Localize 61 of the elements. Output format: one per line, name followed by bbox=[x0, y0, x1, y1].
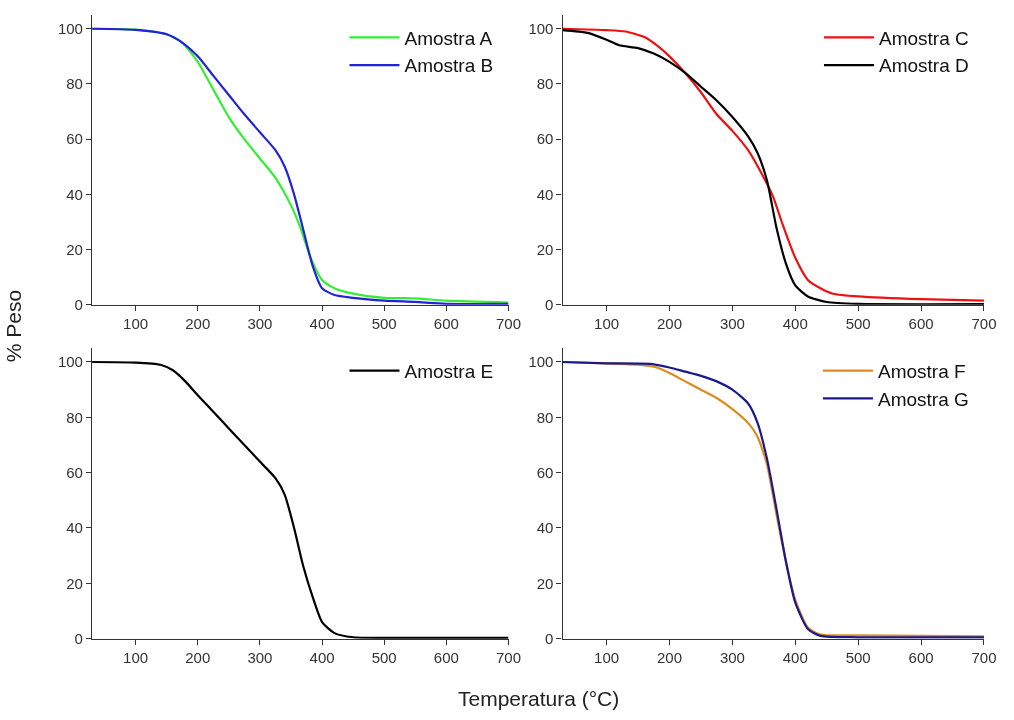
x-tick-label: 400 bbox=[309, 314, 335, 332]
y-tick-label: 40 bbox=[66, 519, 83, 537]
legend-label: Amostra E bbox=[404, 360, 494, 382]
x-tick-label: 100 bbox=[594, 314, 620, 332]
y-tick-label: 20 bbox=[66, 574, 83, 592]
x-tick-label: 600 bbox=[433, 314, 459, 332]
y-tick-label: 0 bbox=[74, 629, 83, 647]
y-tick-label: 100 bbox=[57, 20, 83, 37]
legend-label: Amostra B bbox=[404, 55, 494, 77]
y-tick-label: 40 bbox=[536, 519, 554, 537]
y-tick-label: 40 bbox=[536, 185, 554, 203]
y-tick-label: 60 bbox=[66, 463, 83, 481]
x-tick-label: 200 bbox=[185, 314, 211, 332]
x-tick-label: 300 bbox=[719, 648, 745, 666]
legend-label: Amostra C bbox=[878, 27, 969, 49]
x-tick-label: 700 bbox=[496, 648, 522, 666]
x-tick-label: 300 bbox=[247, 314, 273, 332]
y-tick-label: 80 bbox=[66, 75, 83, 93]
y-tick-label: 80 bbox=[536, 75, 554, 93]
y-tick-label: 80 bbox=[536, 408, 554, 426]
y-tick-label: 100 bbox=[57, 353, 83, 371]
y-tick-label: 60 bbox=[536, 130, 554, 148]
x-tick-label: 100 bbox=[123, 648, 149, 666]
x-tick-label: 200 bbox=[656, 648, 683, 666]
x-tick-label: 300 bbox=[719, 314, 745, 332]
y-tick-label: 80 bbox=[66, 408, 83, 426]
x-tick-label: 700 bbox=[496, 314, 522, 332]
y-tick-label: 20 bbox=[536, 240, 554, 258]
y-tick-label: 100 bbox=[528, 353, 554, 371]
x-tick-label: 500 bbox=[845, 314, 871, 332]
y-tick-label: 100 bbox=[528, 20, 554, 37]
y-tick-label: 0 bbox=[545, 295, 554, 313]
x-tick-label: 600 bbox=[908, 314, 934, 332]
legend-label: Amostra D bbox=[878, 55, 969, 77]
x-tick-label: 500 bbox=[371, 648, 397, 666]
y-tick-label: 0 bbox=[545, 629, 554, 647]
x-tick-label: 600 bbox=[908, 648, 934, 666]
x-axis-title: Temperatura (°C) bbox=[458, 687, 620, 710]
x-tick-label: 500 bbox=[371, 314, 397, 332]
y-tick-label: 40 bbox=[66, 185, 83, 203]
x-tick-label: 300 bbox=[247, 648, 273, 666]
x-tick-label: 200 bbox=[185, 648, 211, 666]
y-tick-label: 0 bbox=[74, 295, 83, 313]
x-tick-label: 400 bbox=[782, 648, 808, 666]
legend-label: Amostra G bbox=[877, 388, 969, 410]
y-tick-label: 60 bbox=[536, 463, 554, 481]
x-tick-label: 400 bbox=[309, 648, 335, 666]
x-tick-label: 700 bbox=[971, 314, 997, 332]
y-tick-label: 60 bbox=[66, 130, 83, 148]
legend-label: Amostra A bbox=[404, 27, 493, 49]
legend-label: Amostra F bbox=[877, 360, 966, 382]
x-tick-label: 500 bbox=[845, 648, 871, 666]
x-tick-label: 700 bbox=[971, 648, 997, 666]
x-tick-label: 100 bbox=[123, 314, 149, 332]
y-axis-title: % Peso bbox=[1, 289, 25, 363]
x-tick-label: 100 bbox=[594, 648, 620, 666]
x-tick-label: 400 bbox=[782, 314, 808, 332]
x-tick-label: 200 bbox=[656, 314, 683, 332]
y-tick-label: 20 bbox=[536, 574, 554, 592]
y-tick-label: 20 bbox=[66, 240, 83, 258]
x-tick-label: 600 bbox=[433, 648, 459, 666]
